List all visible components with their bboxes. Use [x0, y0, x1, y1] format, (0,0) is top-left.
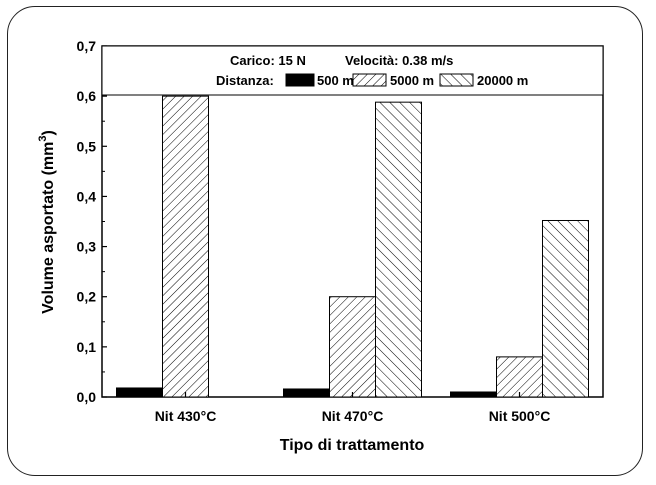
- legend-swatch-5000m: [352, 73, 387, 87]
- legend-label-20000m: 20000 m: [477, 73, 528, 88]
- legend-swatch-20000m: [439, 73, 474, 87]
- y-axis-title-close: ): [40, 130, 57, 135]
- bar-5000m-3: [496, 356, 543, 398]
- legend-label-5000m: 5000 m: [390, 73, 434, 88]
- legend-label-500m: 500 m: [317, 73, 354, 88]
- bar-20000m-2: [375, 101, 422, 398]
- x-tick-label: Nit 500°C: [489, 408, 551, 424]
- bar-20000m-3: [542, 219, 589, 398]
- y-tick-label: 0,4: [77, 188, 97, 204]
- bar-5000m-1: [162, 95, 209, 398]
- y-tick-label: 0,3: [77, 239, 97, 255]
- legend-distance-label: Distanza:: [216, 73, 274, 88]
- y-axis-title-sup: 3: [37, 136, 49, 142]
- y-tick-label: 0,5: [77, 138, 97, 154]
- x-axis: Nit 430°C Nit 470°C Nit 500°C: [155, 392, 551, 424]
- bar-500m-1: [116, 387, 163, 398]
- legend-load-text: Carico: 15 N: [230, 53, 306, 68]
- bar-5000m-2: [329, 296, 376, 398]
- y-axis: 0,0 0,1 0,2 0,3 0,4 0,5 0,6 0,7: [77, 38, 107, 405]
- y-axis-title: Volume asportato (mm3): [37, 130, 57, 314]
- bar-500m-3: [450, 391, 497, 398]
- bars-layer: [116, 95, 589, 398]
- legend-box: [101, 45, 604, 96]
- x-axis-title: Tipo di trattamento: [280, 437, 425, 454]
- x-tick-label: Nit 430°C: [155, 408, 217, 424]
- y-tick-label: 0,2: [77, 289, 97, 305]
- legend-swatch-500m: [285, 73, 315, 87]
- y-tick-label: 0,1: [77, 339, 97, 355]
- y-tick-label: 0,0: [77, 389, 97, 405]
- x-tick-label: Nit 470°C: [322, 408, 384, 424]
- y-tick-label: 0,6: [77, 88, 97, 104]
- bar-500m-2: [283, 388, 330, 398]
- y-axis-title-main: Volume asportato (mm: [40, 142, 57, 314]
- legend-speed-text: Velocità: 0.38 m/s: [345, 53, 453, 68]
- y-tick-label: 0,7: [77, 38, 97, 54]
